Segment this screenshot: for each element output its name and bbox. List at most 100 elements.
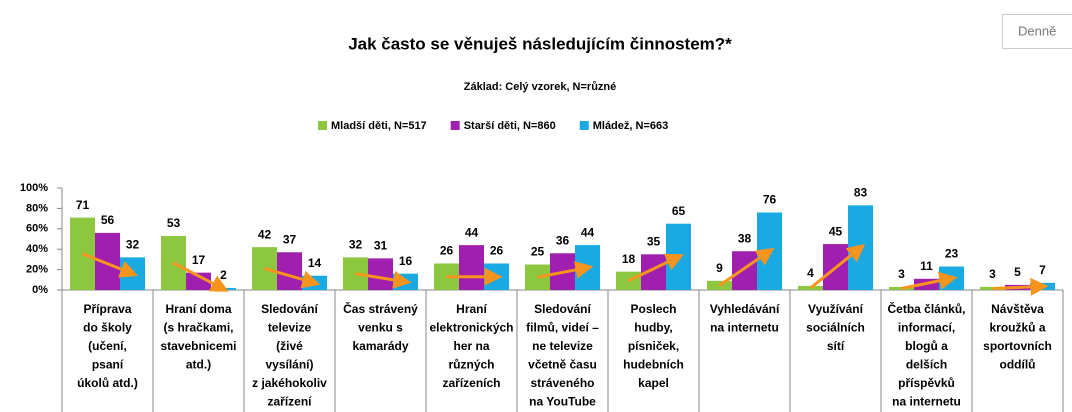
data-label: 38	[738, 231, 752, 245]
trend-arrow	[809, 243, 866, 290]
x-tick-label: stráveného	[530, 376, 594, 390]
button-label[interactable]: Denně	[1018, 23, 1056, 38]
trend-arrow	[992, 277, 1049, 296]
data-label: 4	[807, 266, 814, 280]
trend-arrow	[627, 253, 684, 283]
data-label: 44	[581, 225, 595, 239]
data-label: 3	[989, 267, 996, 281]
data-label: 3	[898, 267, 905, 281]
data-label: 7	[1039, 263, 1046, 277]
trend-arrow	[81, 252, 139, 278]
x-tick-label: na YouTube	[529, 395, 596, 409]
x-tick-label: vysílání)	[265, 358, 313, 372]
chart-subtitle: Základ: Celý vzorek, N=různé	[464, 81, 617, 93]
x-tick-label: Hraní doma	[165, 302, 231, 316]
x-tick-label: z jakéhokoliv	[252, 376, 327, 390]
x-tick-label: na internetu	[892, 395, 961, 409]
x-tick-label: hudebních	[623, 358, 684, 372]
data-label: 76	[763, 193, 777, 207]
data-label: 53	[167, 216, 181, 230]
data-label: 32	[349, 238, 363, 252]
legend-label: Mladší děti, N=517	[331, 120, 427, 132]
data-label: 37	[283, 232, 297, 246]
x-tick-label: Vyhledávání	[710, 302, 780, 316]
data-label: 11	[920, 259, 933, 273]
data-label: 35	[647, 234, 661, 248]
y-tick-label: 20%	[26, 264, 48, 276]
period-button[interactable]: Denně	[1002, 14, 1072, 49]
x-tick-label: her na	[453, 339, 489, 353]
data-label: 9	[716, 261, 723, 275]
data-label: 36	[556, 233, 570, 247]
data-label: 45	[829, 224, 843, 238]
bar	[757, 212, 782, 290]
bar	[277, 252, 302, 290]
data-label: 31	[374, 239, 388, 253]
button-frame[interactable]	[1002, 14, 1072, 49]
data-label: 56	[101, 213, 115, 227]
data-label: 83	[854, 186, 868, 200]
data-label: 42	[258, 227, 272, 241]
trend-arrow	[172, 261, 229, 292]
y-tick-label: 80%	[26, 202, 48, 214]
trend-arrow	[901, 271, 958, 290]
x-tick-label: stavebnicemi	[160, 339, 236, 353]
bar	[459, 245, 484, 290]
x-tick-label: Hraní	[456, 302, 487, 316]
data-label: 14	[308, 256, 322, 270]
x-tick-label: kamarády	[352, 339, 408, 353]
x-tick-label: do školy	[83, 321, 132, 335]
x-tick-label: televize	[268, 321, 312, 335]
x-tick-label: na internetu	[710, 321, 779, 335]
x-tick-label: (učení,	[88, 339, 127, 353]
data-label: 25	[531, 245, 545, 259]
x-tick-label: hudby,	[634, 321, 672, 335]
trend-arrow	[264, 267, 321, 289]
x-tick-label: venku s	[358, 321, 403, 335]
x-tick-label: Sledování	[534, 302, 591, 316]
x-tick-label: Návštěva	[991, 302, 1044, 316]
x-tick-label: zařízení	[267, 395, 312, 409]
x-tick-label: Poslech	[630, 302, 676, 316]
legend-swatch	[450, 121, 460, 130]
x-tick-label: delších	[906, 358, 947, 372]
data-label: 16	[399, 254, 413, 268]
x-tick-label: elektronických	[429, 321, 513, 335]
data-label: 65	[672, 204, 686, 218]
legend-label: Mládež, N=663	[593, 120, 669, 132]
x-tick-label: sociálních	[806, 321, 865, 335]
x-tick-label: písniček,	[628, 339, 679, 353]
y-tick-label: 100%	[20, 182, 48, 194]
x-tick-label: Čas strávený	[343, 301, 418, 316]
bar	[798, 285, 823, 290]
data-label: 26	[490, 244, 504, 258]
data-label: 71	[76, 198, 90, 212]
data-label: 23	[945, 247, 959, 261]
y-tick-label: 60%	[26, 223, 48, 235]
x-tick-label: sportovních	[983, 339, 1052, 353]
x-tick-label: Sledování	[261, 302, 318, 316]
trend-arrow	[355, 271, 412, 289]
chart-title: Jak často se věnuješ následujícím činnos…	[348, 34, 732, 53]
legend-swatch	[318, 121, 327, 130]
bar	[732, 251, 757, 290]
x-tick-label: atd.)	[186, 358, 211, 372]
x-tick-label: Příprava	[83, 302, 131, 316]
x-tick-label: Četba článků,	[887, 301, 965, 316]
x-tick-label: psaní	[92, 358, 124, 372]
x-tick-label: kapel	[638, 376, 669, 390]
x-tick-label: (s hračkami,	[163, 321, 233, 335]
data-label: 2	[220, 268, 227, 282]
data-label: 26	[440, 244, 454, 258]
legend-label: Starší děti, N=860	[464, 120, 556, 132]
x-tick-label: ne televize	[532, 339, 593, 353]
x-tick-label: blogů a	[905, 339, 948, 353]
x-tick-label: filmů, videí –	[526, 321, 599, 335]
x-tick-label: informací,	[898, 321, 955, 335]
bar	[368, 258, 393, 290]
legend-swatch	[579, 121, 589, 130]
data-label: 32	[126, 238, 140, 252]
y-tick-label: 40%	[26, 243, 48, 255]
x-tick-label: úkolů atd.)	[77, 376, 138, 390]
